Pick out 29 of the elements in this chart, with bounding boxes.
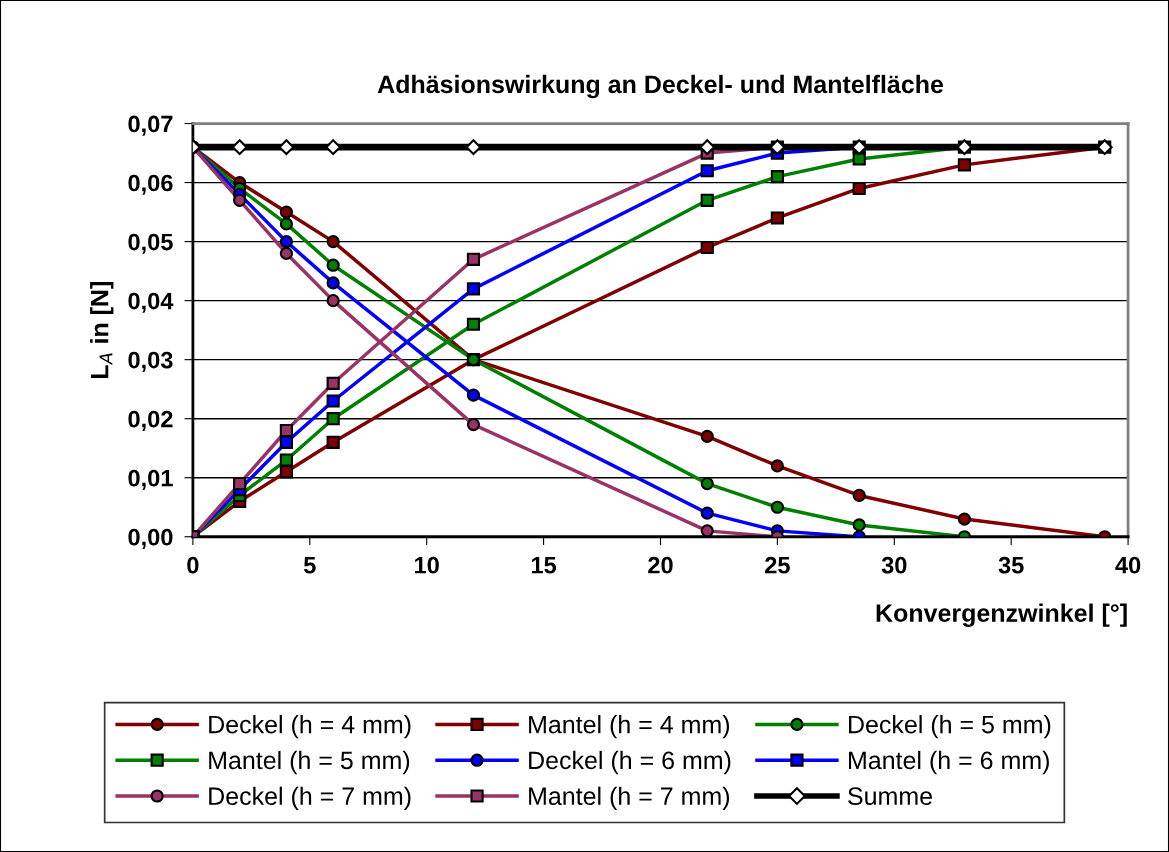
x-tick-label: 40 (1115, 556, 1141, 574)
chart-title: Adhäsionswirkung an Deckel- und Mantelfläche (377, 74, 944, 99)
legend-label: Deckel (h = 5 mm) (849, 715, 1051, 739)
y-tick-label: 0,06 (128, 174, 173, 195)
y-tick-label: 0,05 (128, 233, 173, 254)
y-tick-label: 0,01 (128, 469, 173, 490)
legend-label: Mantel (h = 6 mm) (849, 750, 1049, 775)
legend-label: Deckel (h = 7 mm) (209, 786, 411, 810)
legend-label: Summe (848, 787, 932, 806)
x-tick-label: 35 (998, 556, 1024, 574)
y-tick-label: 0,07 (128, 115, 173, 136)
y-tick-label: 0,02 (128, 410, 173, 431)
legend-label: Mantel (h = 4 mm) (529, 715, 730, 739)
x-tick-label: 10 (415, 556, 439, 574)
y-tick-label: 0,00 (128, 528, 173, 549)
x-axis-title: Konvergenzwinkel [°] (876, 603, 1127, 627)
x-tick-label: 15 (531, 557, 557, 574)
legend-label: Deckel (h = 6 mm) (529, 750, 731, 775)
x-tick-label: 25 (765, 556, 790, 574)
x-tick-label: 0 (187, 556, 199, 574)
x-tick-label: 30 (881, 556, 907, 574)
y-tick-label: 0,04 (128, 292, 174, 313)
y-axis-title: L$_{A}$ in [N] (90, 282, 114, 378)
x-tick-label: 5 (303, 557, 316, 574)
y-tick-label: 0,03 (128, 351, 173, 372)
legend-label: Mantel (h = 5 mm) (209, 750, 410, 775)
legend-label: Deckel (h = 4 mm) (209, 715, 411, 739)
legend-label: Mantel (h = 7 mm) (529, 786, 730, 810)
x-tick-label: 20 (648, 556, 673, 574)
